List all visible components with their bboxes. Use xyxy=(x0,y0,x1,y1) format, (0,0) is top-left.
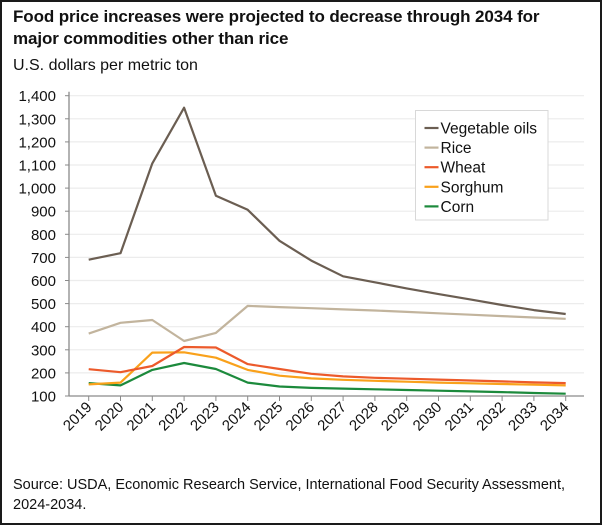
legend-label-wheat: Wheat xyxy=(441,160,486,177)
series-line-corn xyxy=(88,361,566,395)
legend: Vegetable oils Rice Wheat Sorghum Corn xyxy=(415,110,549,221)
x-tick-label: 2026 xyxy=(283,399,319,435)
x-tick-label: 2028 xyxy=(346,399,382,435)
legend-label-rice: Rice xyxy=(441,140,472,157)
x-tick-label: 2033 xyxy=(505,399,541,435)
x-tick-label: 2023 xyxy=(187,399,223,435)
x-tick-label: 2030 xyxy=(410,399,446,435)
series-line-wheat xyxy=(88,345,566,385)
x-tick-label: 2034 xyxy=(537,399,573,435)
x-tick-label: 2019 xyxy=(60,399,96,435)
x-tick-label: 2029 xyxy=(378,399,414,435)
y-tick-label: 100 xyxy=(31,389,56,406)
series-lines xyxy=(88,106,566,395)
series-line-vegetable-oils xyxy=(88,106,566,316)
x-tick-label: 2024 xyxy=(219,399,255,435)
x-tick-label: 2020 xyxy=(92,399,128,435)
series-line-rice xyxy=(88,304,566,343)
y-tick-label: 1,400 xyxy=(18,88,56,105)
y-tick-label: 600 xyxy=(31,273,56,290)
y-tick-label: 1,200 xyxy=(18,134,56,151)
x-tick-label: 2025 xyxy=(251,399,287,435)
legend-label-vegetable-oils: Vegetable oils xyxy=(441,121,538,138)
series-line-sorghum xyxy=(88,351,566,387)
x-axis: 2019202020212022202320242025202620272028… xyxy=(60,395,584,435)
y-tick-label: 500 xyxy=(31,296,56,313)
x-tick-label: 2031 xyxy=(442,399,478,435)
y-tick-label: 300 xyxy=(31,342,56,359)
chart-title: Food price increases were projected to d… xyxy=(13,7,540,48)
x-tick-label: 2032 xyxy=(473,399,509,435)
legend-label-corn: Corn xyxy=(441,199,475,216)
y-tick-label: 1,100 xyxy=(18,158,56,175)
x-tick-label: 2027 xyxy=(314,399,350,435)
y-tick-label: 1,000 xyxy=(18,181,56,198)
y-axis-label: U.S. dollars per metric ton xyxy=(13,57,198,74)
y-tick-label: 700 xyxy=(31,250,56,267)
x-tick-label: 2021 xyxy=(124,399,160,435)
source-note: Source: USDA, Economic Research Service,… xyxy=(13,477,566,513)
y-axis: 100 200 300 400 500 600 700 800 900 1,000 1,100 1,2… xyxy=(18,88,70,406)
y-tick-label: 800 xyxy=(31,227,56,244)
y-tick-label: 400 xyxy=(31,319,56,336)
x-tick-label: 2022 xyxy=(155,399,191,435)
legend-label-sorghum: Sorghum xyxy=(441,179,504,196)
y-tick-label: 200 xyxy=(31,365,56,382)
y-tick-label: 900 xyxy=(31,204,56,221)
y-tick-label: 1,300 xyxy=(18,111,56,128)
